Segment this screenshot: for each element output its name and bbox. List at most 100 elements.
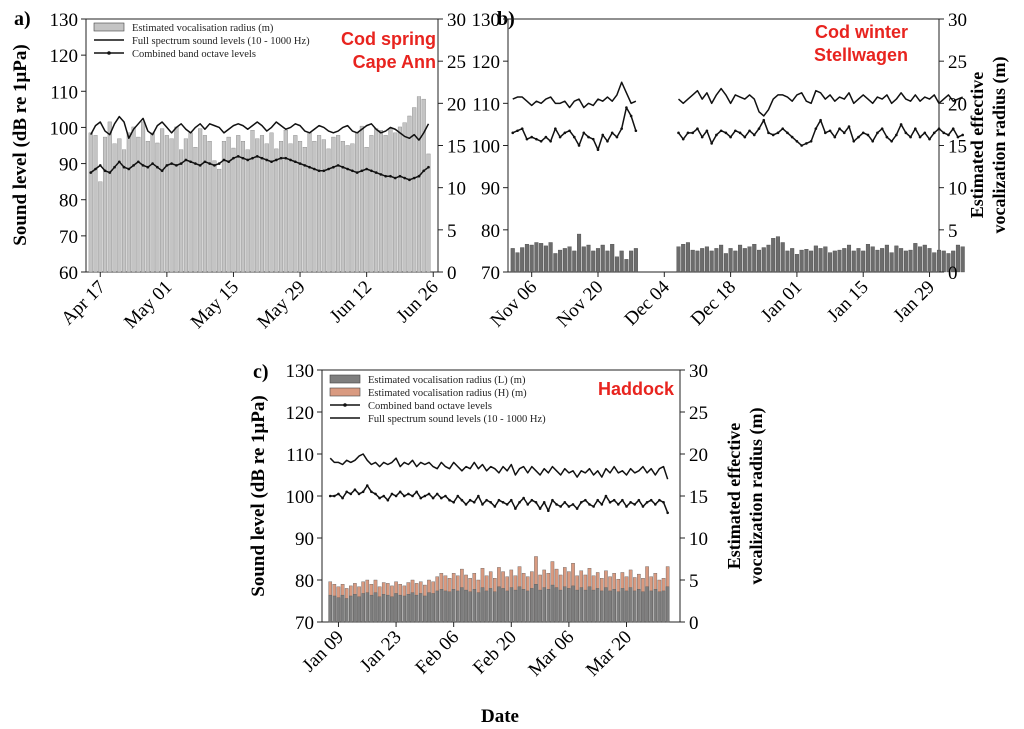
point-c-1-45 (514, 507, 517, 510)
panel-c-legend: Estimated vocalisation radius (L) (m) Est… (329, 374, 546, 425)
point-b-2-22 (615, 135, 619, 139)
bar-c-1-50 (534, 584, 538, 623)
point-b-2-3 (525, 137, 529, 141)
point-b-3-56 (942, 131, 946, 135)
point-a-1-7 (122, 165, 126, 169)
point-c-1-19 (407, 492, 410, 496)
point-a-1-57 (360, 169, 364, 173)
bar-c-1-8 (361, 593, 365, 623)
bar-b-1-60 (960, 246, 965, 273)
bar-c-1-49 (530, 588, 534, 623)
bar-c-1-28 (443, 590, 448, 623)
point-b-3-8 (715, 133, 718, 137)
point-b-3-16 (752, 133, 756, 137)
bar-b-1-46 (894, 245, 899, 273)
bar-a-0-16 (164, 135, 169, 273)
bar-a-0-3 (102, 136, 108, 273)
point-c-1-64 (592, 505, 595, 508)
point-c-1-14 (386, 498, 390, 502)
bar-c-1-82 (665, 586, 670, 623)
xtick-label-b-3: Dec 18 (687, 277, 740, 330)
y2tick-label-a-0: 0 (447, 263, 457, 284)
bar-b-1-1 (681, 243, 686, 273)
point-a-1-56 (355, 171, 359, 174)
bar-b-1-42 (875, 249, 880, 273)
point-b-3-44 (885, 135, 889, 139)
point-a-1-59 (370, 169, 373, 173)
bar-c-1-60 (575, 589, 579, 623)
point-c-1-67 (604, 494, 608, 498)
bar-a-0-43 (293, 135, 298, 273)
point-a-1-4 (108, 171, 112, 174)
point-c-1-79 (654, 503, 657, 506)
ytick-label-b-90: 90 (481, 179, 500, 200)
point-a-1-15 (160, 169, 164, 173)
panel-a-bars (88, 96, 431, 273)
y2tick-label-c-20: 20 (689, 445, 708, 466)
bar-c-1-78 (649, 590, 653, 623)
bar-c-1-38 (484, 590, 489, 623)
panel-c-bars (328, 556, 670, 623)
point-a-1-24 (203, 160, 207, 164)
bar-b-1-4 (695, 250, 700, 273)
ytick-label-a-80: 80 (59, 191, 78, 212)
bar-c-1-63 (587, 586, 592, 623)
bar-b-1-33 (832, 250, 837, 273)
point-c-1-7 (357, 492, 361, 496)
bar-a-0-19 (179, 149, 184, 273)
point-b-3-40 (866, 133, 870, 137)
bar-b-1-25 (794, 254, 799, 273)
bar-b-1-10 (723, 253, 728, 273)
point-a-1-14 (156, 165, 159, 169)
bar-b-1-36 (846, 244, 852, 273)
bar-b-1-37 (851, 250, 856, 273)
y2tick-label-b-30: 30 (948, 10, 967, 31)
bar-c-1-37 (480, 587, 485, 623)
bar-c-1-61 (579, 587, 584, 623)
xtick-label-c-3: Feb 20 (469, 627, 521, 679)
bar-b-1-51 (918, 246, 923, 273)
point-b-2-23 (620, 127, 623, 130)
bar-a-0-35 (255, 138, 260, 273)
bar-a-0-7 (122, 149, 127, 273)
point-c-1-81 (662, 501, 665, 504)
bar-a-0-36 (259, 135, 265, 273)
xtick-label-b-1: Nov 20 (553, 277, 608, 332)
bar-b-1-53 (927, 248, 932, 273)
point-c-1-15 (390, 492, 394, 496)
xtick-label-b-4: Jan 01 (757, 277, 807, 327)
point-b-2-8 (549, 139, 552, 143)
point-a-1-29 (227, 160, 230, 164)
y2tick-label-a-30: 30 (447, 10, 466, 31)
bar-a-0-60 (374, 128, 379, 273)
legend-label-a-0: Estimated vocalisation radius (m) (132, 23, 274, 34)
bar-a-0-44 (298, 141, 303, 273)
point-a-1-19 (179, 162, 183, 165)
point-a-1-51 (332, 165, 335, 169)
bar-b-1-6 (704, 246, 709, 273)
point-c-1-58 (567, 505, 571, 508)
point-b-2-15 (582, 131, 586, 135)
xtick-label-c-0: Jan 09 (298, 627, 348, 677)
bar-c-1-81 (661, 590, 666, 623)
point-a-1-13 (151, 162, 154, 165)
bar-b-1-16 (752, 243, 757, 273)
point-b-3-2 (686, 131, 690, 135)
bar-b-1-40 (865, 243, 870, 273)
point-a-1-45 (303, 164, 307, 167)
bar-b-1-45 (889, 252, 894, 273)
point-c-1-23 (423, 494, 427, 498)
point-b-3-12 (734, 129, 737, 133)
bar-a-0-2 (98, 181, 103, 273)
point-a-1-6 (118, 160, 121, 164)
ytick-label-b-100: 100 (472, 137, 501, 158)
point-b-3-26 (800, 144, 803, 147)
bar-c-1-39 (488, 588, 493, 623)
bar-a-0-55 (350, 143, 355, 273)
point-c-1-71 (621, 498, 624, 502)
bar-c-1-66 (600, 590, 604, 623)
ytick-label-c-80: 80 (295, 571, 314, 592)
point-a-1-20 (184, 158, 188, 162)
panel-b-lines (511, 81, 964, 152)
bar-b-1-44 (884, 244, 889, 273)
